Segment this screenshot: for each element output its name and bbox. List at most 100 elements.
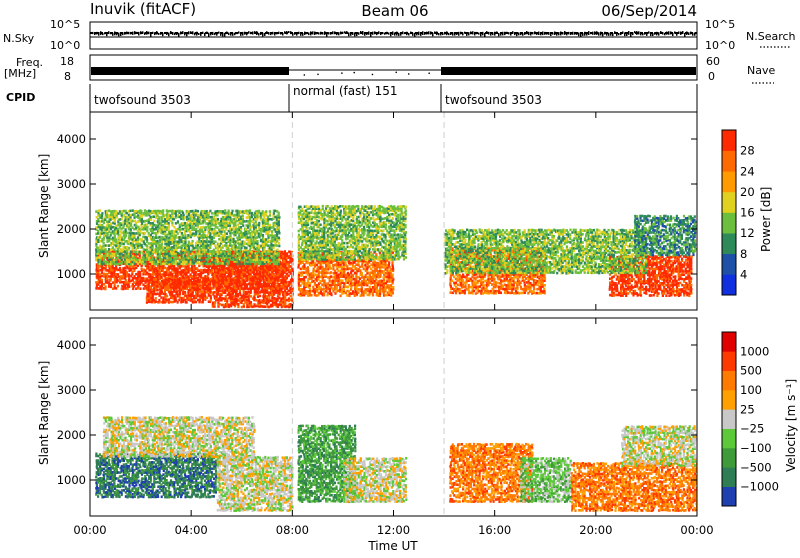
scatter-cell (669, 284, 671, 287)
scatter-cell (213, 275, 215, 278)
scatter-cell (359, 266, 361, 269)
scatter-cell (462, 274, 464, 277)
scatter-cell (376, 292, 378, 295)
scatter-cell (657, 292, 659, 295)
scatter-cell (390, 292, 392, 295)
scatter-cell (121, 281, 123, 284)
scatter-cell (210, 299, 212, 302)
scatter-cell (323, 274, 325, 277)
scatter-cell (529, 275, 531, 278)
scatter-cell (382, 290, 384, 293)
scatter-cell (99, 273, 101, 276)
scatter-cell (670, 292, 672, 295)
scatter-cell (202, 301, 204, 304)
scatter-cell (660, 258, 662, 261)
scatter-cell (110, 278, 112, 281)
scatter-cell (649, 267, 651, 270)
scatter-cell (248, 298, 250, 301)
scatter-cell (191, 271, 193, 274)
scatter-cell (656, 260, 658, 263)
scatter-cell (355, 263, 357, 266)
scatter-cell (166, 295, 168, 298)
scatter-cell (225, 305, 227, 308)
scatter-cell (672, 279, 674, 282)
scatter-cell (343, 282, 345, 285)
scatter-cell (262, 279, 264, 282)
scatter-cell (623, 288, 625, 291)
scatter-cell (202, 278, 204, 281)
scatter-cell (286, 252, 288, 255)
scatter-cell (278, 297, 280, 300)
scatter-cell (146, 301, 148, 304)
scatter-cell (166, 273, 168, 276)
scatter-cell (623, 292, 625, 295)
scatter-cell (369, 286, 371, 289)
scatter-cell (625, 294, 627, 297)
scatter-cell (613, 275, 615, 278)
scatter-cell (352, 269, 354, 272)
scatter-cell (462, 279, 464, 282)
scatter-cell (392, 274, 394, 277)
scatter-cell (341, 280, 343, 283)
scatter-cell (665, 284, 667, 287)
scatter-cell (656, 274, 658, 277)
scatter-cell (255, 273, 257, 276)
scatter-cell (246, 302, 248, 305)
nave-tick-top: 60 (706, 55, 720, 68)
scatter-cell (148, 285, 150, 288)
scatter-cell (175, 281, 177, 284)
scatter-cell (104, 273, 106, 276)
scatter-cell (455, 286, 457, 289)
scatter-cell (327, 292, 329, 295)
scatter-cell (270, 281, 272, 284)
scatter-cell (101, 279, 103, 282)
scatter-cell (248, 291, 250, 294)
scatter-cell (386, 284, 388, 287)
scatter-cell (629, 280, 631, 283)
scatter-cell (264, 291, 266, 294)
scatter-cell (504, 283, 506, 286)
scatter-cell (471, 276, 473, 279)
scatter-cell (282, 294, 284, 297)
scatter-cell (352, 282, 354, 285)
scatter-cell (182, 279, 184, 282)
scatter-cell (639, 280, 641, 283)
scatter-cell (177, 301, 179, 304)
scatter-cell (350, 278, 352, 281)
scatter-cell (264, 285, 266, 288)
scatter-cell (279, 275, 281, 278)
scatter-cell (193, 265, 195, 268)
scatter-cell (214, 301, 216, 304)
scatter-cell (363, 276, 365, 279)
scatter-cell (665, 294, 667, 297)
scatter-cell (259, 279, 261, 282)
scatter-cell (188, 281, 190, 284)
scatter-cell (323, 290, 325, 293)
scatter-cell (259, 295, 261, 298)
scatter-cell (370, 288, 372, 291)
scatter-cell (162, 286, 164, 289)
scatter-cell (269, 265, 271, 268)
scatter-cell (453, 288, 455, 291)
scatter-cell (200, 275, 202, 278)
scatter-cell (259, 302, 261, 305)
scatter-cell (491, 283, 493, 286)
scatter-cell (196, 267, 198, 270)
scatter-cell (168, 298, 170, 301)
scatter-cell (614, 294, 616, 297)
scatter-cell (279, 271, 281, 274)
scatter-cell (639, 286, 641, 289)
scatter-cell (515, 276, 517, 279)
scatter-cell (309, 284, 311, 287)
scatter-cell (250, 287, 252, 290)
date-title: 06/Sep/2014 (601, 2, 697, 20)
nsky-tick-bottom: 10^0 (50, 39, 80, 52)
scatter-cell (236, 289, 238, 292)
scatter-cell (239, 297, 241, 300)
scatter-cell (153, 278, 155, 281)
scatter-cell (380, 274, 382, 277)
scatter-cell (97, 265, 99, 268)
scatter-cell (392, 276, 394, 279)
scatter-cell (110, 283, 112, 286)
scatter-cell (377, 290, 379, 293)
